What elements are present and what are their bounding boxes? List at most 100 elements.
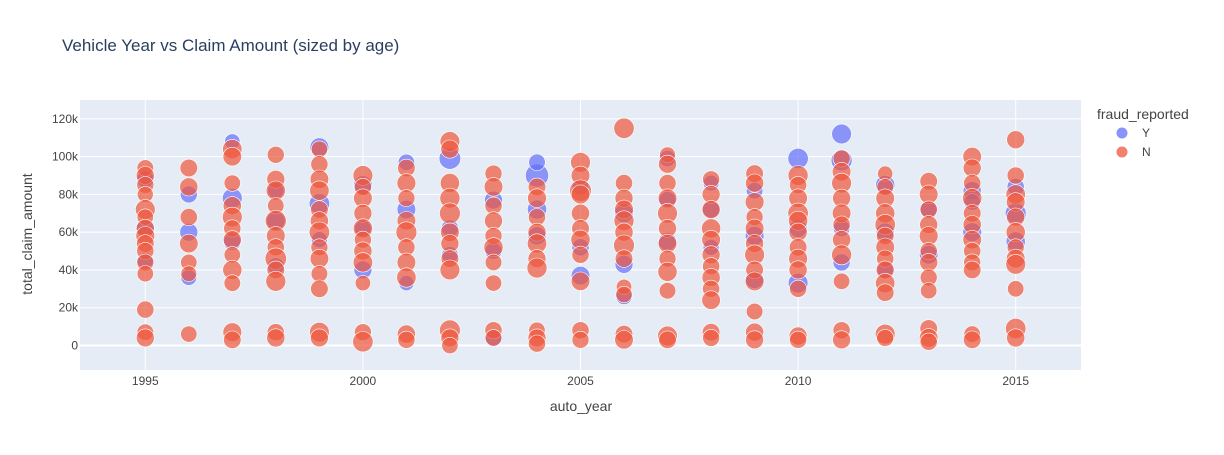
data-point (223, 174, 241, 192)
data-point (614, 249, 634, 268)
data-point (266, 328, 286, 348)
data-point (570, 184, 591, 205)
data-point (919, 332, 938, 351)
data-point (963, 330, 982, 349)
data-point (439, 202, 461, 225)
data-point (528, 334, 546, 353)
data-point (484, 274, 502, 292)
data-point (136, 328, 155, 348)
data-point (919, 253, 939, 272)
data-point (310, 265, 329, 283)
data-point (397, 189, 416, 207)
y-tick-label: 0 (71, 338, 78, 352)
y-axis-title: total_claim_amount (19, 173, 35, 295)
data-point (441, 336, 459, 354)
data-point (702, 329, 720, 347)
legend-item-y[interactable]: Y (1116, 126, 1151, 140)
data-point (744, 271, 765, 291)
data-point (439, 259, 461, 281)
data-point (614, 330, 634, 350)
data-point (1007, 280, 1025, 298)
legend-marker-y (1116, 127, 1128, 139)
data-point (266, 146, 285, 164)
x-axis-title: auto_year (550, 398, 613, 414)
data-point (527, 188, 547, 208)
data-point (833, 272, 851, 290)
data-point (484, 253, 503, 271)
axes-layer: 1995 2000 2005 2010 2015 0 20k 40k 60k 80k 100k 120… (52, 112, 1029, 388)
data-point (354, 275, 371, 292)
data-point (352, 252, 373, 273)
y-tick-label: 20k (59, 301, 79, 315)
data-point (136, 265, 154, 283)
data-point (179, 208, 198, 227)
data-point (179, 158, 198, 178)
data-point (701, 290, 721, 310)
data-point (222, 147, 242, 167)
data-point (788, 260, 808, 280)
data-point (745, 302, 764, 321)
y-tick-label: 40k (59, 263, 79, 277)
data-point (396, 267, 417, 288)
data-point (832, 330, 851, 350)
data-point (397, 330, 416, 349)
data-point (615, 285, 633, 303)
data-point (831, 244, 852, 266)
x-tick-label: 1995 (132, 374, 159, 388)
data-point (789, 279, 808, 298)
legend: fraud_reported Y N (1097, 106, 1189, 159)
data-point (179, 233, 199, 254)
data-point (179, 177, 199, 197)
data-point (658, 282, 677, 300)
data-point (745, 173, 765, 193)
data-point (1005, 254, 1026, 275)
points-layer (135, 117, 1027, 354)
data-point (963, 260, 982, 280)
data-point (440, 139, 460, 159)
data-point (310, 279, 329, 298)
x-tick-label: 2005 (567, 374, 594, 388)
y-tick-label: 80k (59, 187, 79, 201)
data-point (1006, 166, 1025, 185)
data-point (136, 300, 155, 319)
chart-title: Vehicle Year vs Claim Amount (sized by a… (62, 36, 399, 55)
data-point (571, 330, 590, 349)
legend-marker-n (1116, 146, 1128, 158)
series-n (135, 117, 1027, 354)
data-point (310, 328, 329, 348)
legend-title: fraud_reported (1097, 106, 1189, 122)
data-point (876, 283, 895, 302)
data-point (265, 270, 287, 292)
x-tick-label: 2015 (1002, 374, 1029, 388)
data-point (920, 282, 938, 300)
data-point (352, 331, 374, 353)
data-point (658, 330, 677, 349)
data-point (745, 330, 764, 350)
data-point (223, 330, 242, 349)
data-point (528, 153, 546, 171)
data-point (309, 180, 330, 201)
data-point (571, 245, 590, 264)
data-point (789, 330, 808, 349)
y-tick-label: 60k (59, 225, 79, 239)
data-point (180, 325, 198, 343)
data-point (1006, 130, 1026, 149)
data-point (1006, 328, 1026, 348)
data-point (484, 329, 503, 347)
x-tick-label: 2000 (350, 374, 377, 388)
legend-item-n[interactable]: N (1116, 145, 1151, 159)
data-point (223, 274, 241, 292)
y-tick-label: 100k (52, 150, 79, 164)
legend-label-n: N (1142, 145, 1151, 159)
data-point (223, 230, 242, 249)
data-point (657, 261, 678, 282)
data-point (876, 329, 895, 347)
data-point (701, 200, 721, 219)
legend-label-y: Y (1142, 126, 1150, 140)
x-tick-label: 2010 (785, 374, 812, 388)
data-point (526, 257, 548, 279)
y-tick-label: 120k (52, 112, 79, 126)
data-point (658, 154, 677, 174)
